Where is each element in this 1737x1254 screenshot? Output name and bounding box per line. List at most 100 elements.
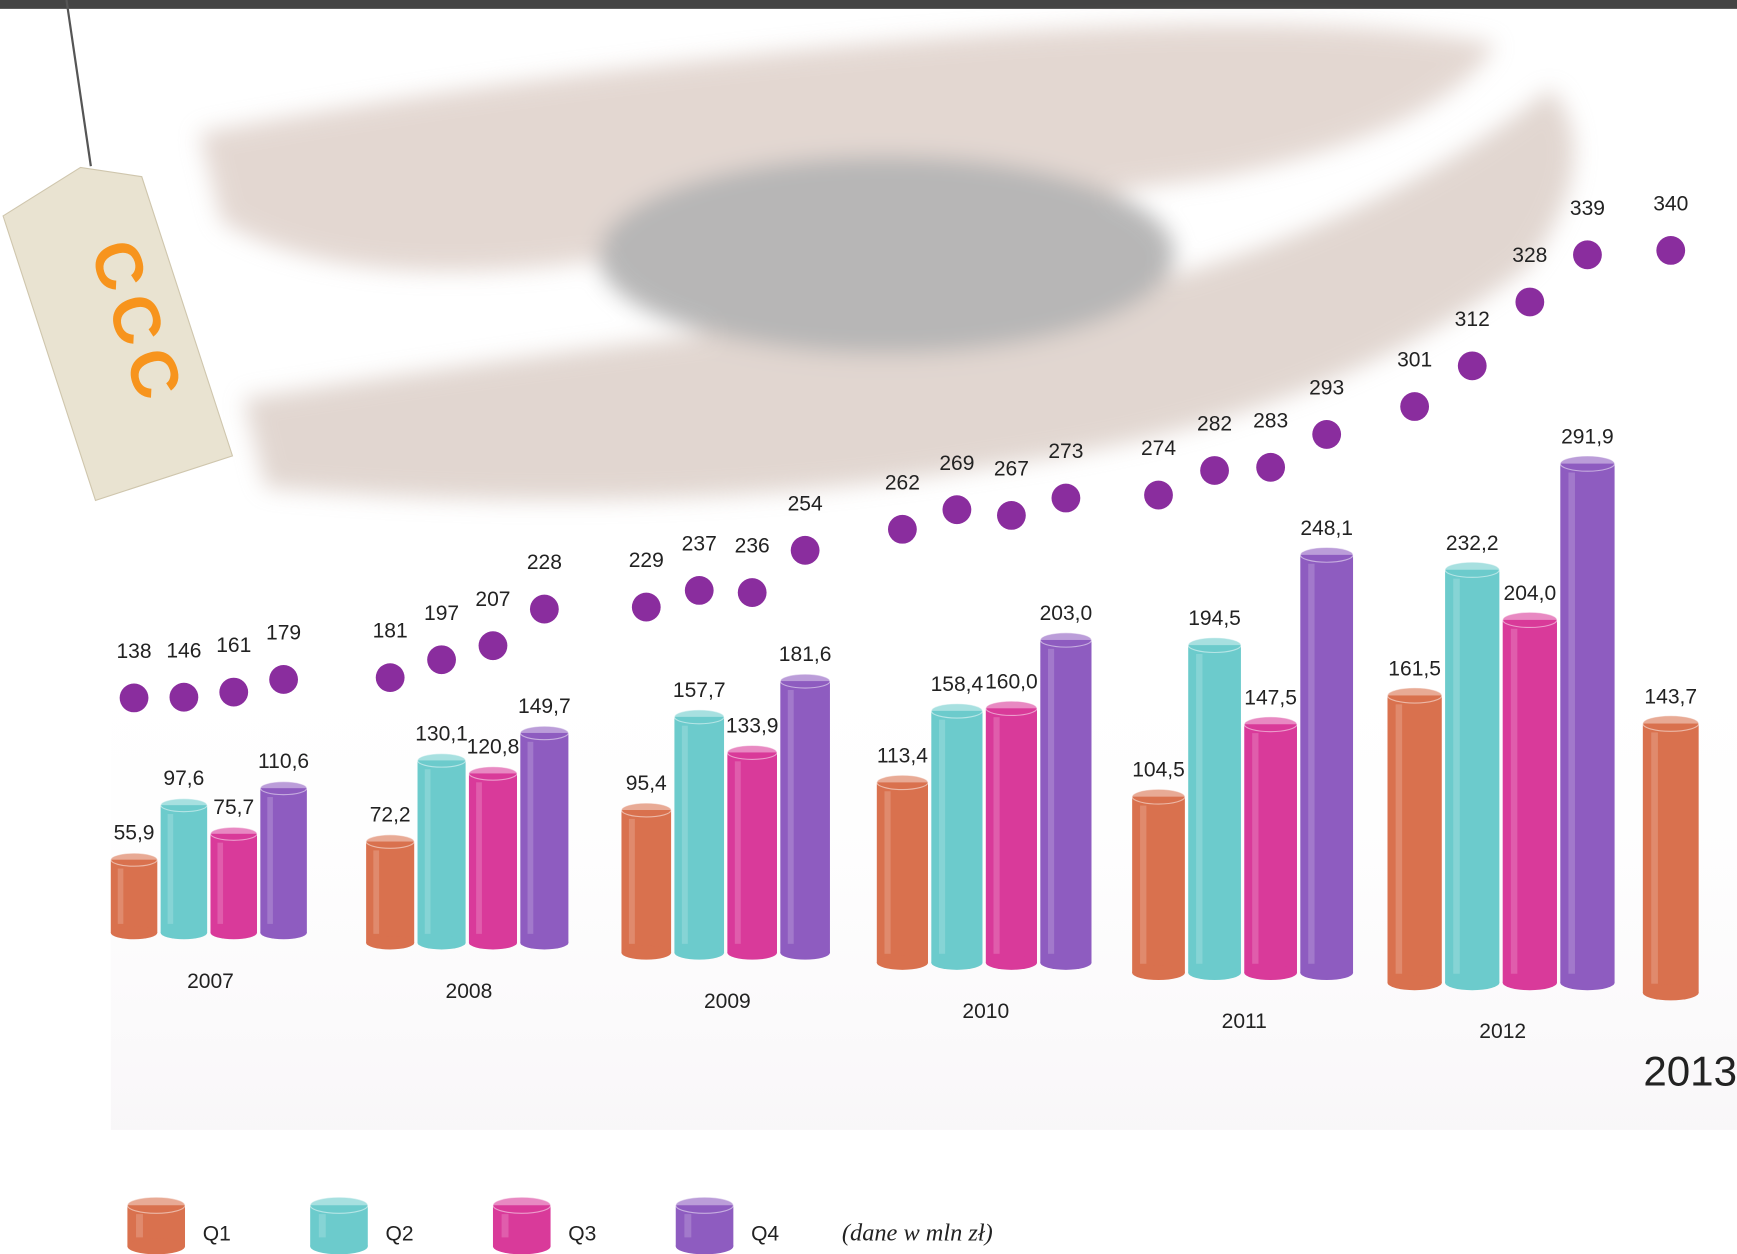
bar [1299,546,1354,981]
bar-bottom [1300,965,1354,981]
data-label: 120,8 [467,735,520,758]
data-label: 72,2 [370,804,411,827]
data-label: 113,4 [877,744,928,767]
bar-top [519,725,569,741]
bar-shine [476,782,482,934]
bar-body [1445,569,1500,983]
dot-label: 274 [1141,437,1176,460]
tag: CCC [2,166,234,502]
dot [375,663,405,693]
dot [478,631,508,661]
bar-top [876,774,929,791]
bar-bottom [621,945,672,960]
bar-body [520,732,569,943]
legend-swatch [126,1196,186,1254]
bar-top [675,1196,734,1214]
dot [529,594,559,624]
bar-bottom [780,945,830,960]
dot-label: 269 [939,452,974,475]
dot [1200,456,1229,485]
dot-label: 179 [266,622,301,645]
dot [1457,351,1487,381]
bar-bottom [1040,955,1092,970]
dot-label: 340 [1653,193,1688,216]
bar-shine [1651,732,1658,984]
dot [1400,392,1430,421]
dot-label: 254 [788,492,823,515]
bar-shine [1395,704,1403,974]
x-tick-label: 2011 [1222,1010,1267,1033]
x-tick-label: 2008 [446,980,493,1003]
bar-shine [501,1214,509,1238]
dot-label: 237 [682,533,717,556]
bar-body [876,782,928,963]
bar-bottom [260,926,307,940]
dot-label: 328 [1512,244,1547,267]
bar-top [620,802,672,818]
bar-shine [1140,805,1147,964]
dot [219,677,249,707]
bar-bottom [1188,965,1241,981]
data-label: 130,1 [415,722,468,745]
bar-top [259,781,308,796]
bar-top [1187,637,1242,654]
dot [1515,287,1545,317]
bar-top [673,709,725,725]
bar-bottom [1132,965,1185,981]
bar-body [1300,554,1354,973]
bar-shine [1196,653,1203,964]
bar-shine [217,842,224,924]
dot-label: 267 [994,458,1029,481]
x-tick-label: 2007 [187,970,234,993]
data-label: 161,5 [1388,658,1441,681]
dot [119,683,149,713]
dot-label: 146 [166,639,201,662]
bar-body [1502,619,1557,983]
bar-bottom [417,935,466,950]
bar-bottom [210,926,258,940]
bar-bottom [727,945,777,960]
data-label: 143,7 [1644,686,1697,709]
bar-shine [1047,648,1055,954]
data-label: 55,9 [114,822,155,845]
bar [1187,637,1242,981]
bar-bottom [468,935,518,950]
data-label: 147,5 [1244,686,1297,709]
bar-top [1642,715,1700,732]
bar [985,700,1038,970]
bar-shine [628,818,635,944]
legend: Q1 Q2 Q3 Q4 [126,1196,779,1254]
data-label: 181,6 [779,643,832,666]
bar-shine [1453,578,1460,974]
dot [1051,483,1081,513]
data-label: 104,5 [1132,759,1185,782]
bar-shine [681,725,688,944]
dot-label: 228 [527,551,562,574]
bar-top [309,1196,369,1214]
dot-label: 229 [629,549,664,572]
legend-label: Q3 [568,1223,596,1246]
bar [673,709,725,960]
dot [887,514,917,544]
dot-label: 236 [735,535,770,558]
data-label: 133,9 [726,714,779,737]
bar-shine [684,1214,692,1238]
shoe-insole [598,155,1175,355]
bar-top [1559,455,1616,472]
bar-shine [318,1214,326,1238]
dot [169,682,199,712]
bar-body [1387,695,1442,983]
bar-body [621,810,672,953]
bar-bottom [366,935,415,950]
bar-bottom [931,955,983,970]
legend-label: Q4 [751,1223,779,1246]
bar-top [468,766,518,781]
bar-body [1642,723,1699,993]
bar [930,703,984,970]
tag-shape [2,166,234,502]
bar-bottom [1560,974,1615,991]
x-tick-label: 2013 [1643,1048,1737,1095]
bar-bottom [110,926,158,940]
data-label: 160,0 [985,670,1038,693]
